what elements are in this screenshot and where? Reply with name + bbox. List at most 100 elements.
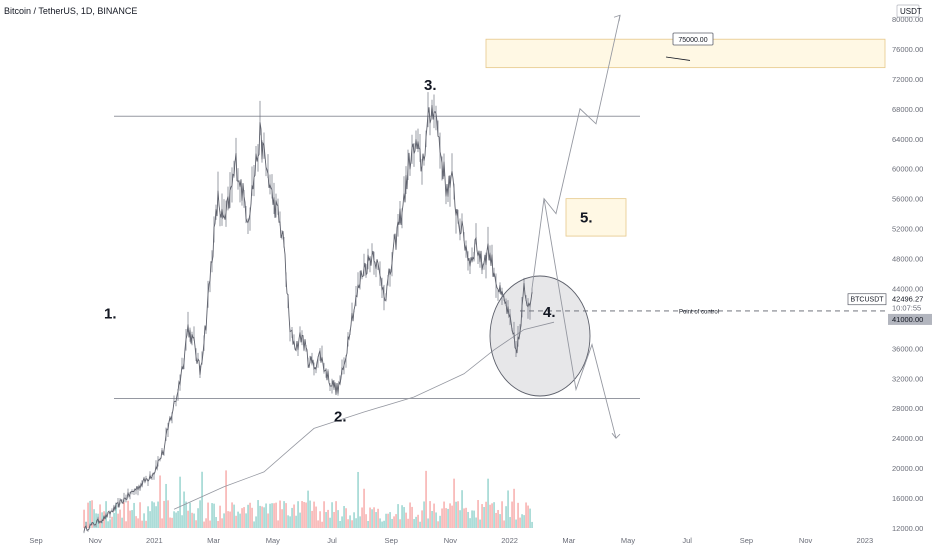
volume-bar — [333, 511, 335, 528]
volume-bar — [179, 476, 181, 528]
volume-bar — [207, 502, 209, 528]
x-tick-label: Nov — [89, 536, 103, 545]
y-tick-label: 76000.00 — [892, 45, 923, 54]
volume-bar — [289, 516, 291, 528]
volume-bar — [433, 503, 435, 528]
volume-bar — [495, 512, 497, 528]
volume-bar — [477, 500, 479, 528]
volume-bar — [87, 502, 89, 528]
volume-bar — [173, 511, 175, 528]
volume-bar — [341, 516, 343, 528]
volume-bar — [517, 502, 519, 528]
symbol-tag[interactable] — [847, 293, 887, 306]
volume-bar — [403, 507, 405, 528]
volume-bar — [379, 518, 381, 528]
projection-down — [543, 198, 617, 439]
arrow-down-head — [611, 432, 621, 439]
price-line — [83, 104, 533, 532]
volume-bar — [411, 506, 413, 528]
volume-bar — [443, 501, 445, 528]
price-axis[interactable]: 12000.00 16000.00 20000.00 24000.00 28000.00… — [847, 0, 932, 550]
volume-bar — [501, 501, 503, 528]
volume-bar — [357, 471, 359, 528]
x-tick-label: Jul — [682, 536, 692, 545]
volume-bar — [399, 519, 401, 528]
y-tick-label: 36000.00 — [892, 344, 923, 353]
volume-bar — [485, 501, 487, 528]
volume-bar — [513, 488, 515, 528]
volume-bar — [261, 506, 263, 528]
volume-bar — [489, 504, 491, 528]
y-tick-label: 20000.00 — [892, 464, 923, 473]
target-pointer — [665, 56, 691, 61]
volume-bar — [343, 506, 345, 528]
currency-label: USDT — [900, 7, 922, 16]
volume-bar — [131, 510, 133, 528]
volume-bar — [91, 500, 93, 528]
poc-price-tag[interactable] — [888, 313, 932, 325]
volume-bar — [373, 507, 375, 528]
y-tick-label: 28000.00 — [892, 404, 923, 413]
volume-bar — [167, 500, 169, 528]
volume-bar — [397, 504, 399, 528]
x-tick-label: Jul — [327, 536, 337, 545]
volume-bar — [265, 503, 267, 528]
last-price-tag[interactable] — [888, 293, 932, 314]
volume-bar — [267, 513, 269, 528]
countdown-text: 10:07:55 — [892, 304, 921, 313]
volume-bar — [371, 509, 373, 528]
volume-bar — [331, 502, 333, 528]
volume-bar — [119, 509, 121, 528]
volume-bar — [297, 501, 299, 528]
volume-bar — [515, 519, 517, 528]
volume-bar — [309, 500, 311, 528]
volume-bar — [347, 519, 349, 528]
volume-bar — [381, 521, 383, 528]
volume-bar — [511, 501, 513, 528]
x-tick-label: 2023 — [856, 536, 873, 545]
volume-bar — [483, 506, 485, 528]
volume-bar — [441, 508, 443, 528]
volume-bar — [349, 515, 351, 528]
volume-bar — [123, 502, 125, 528]
volume-bar — [493, 502, 495, 528]
volume-bar — [255, 516, 257, 528]
volume-bar — [479, 519, 481, 528]
volume-bar — [351, 520, 353, 528]
projection-up — [531, 15, 621, 289]
volume-bar — [163, 500, 165, 528]
volume-bar — [161, 518, 163, 528]
volume-bar — [307, 490, 309, 528]
time-axis[interactable]: Sep Nov 2021 Mar May Jul Sep Nov 2022 Mar May Jul Se… — [29, 536, 873, 545]
volume-bar — [155, 506, 157, 528]
y-tick-label: 64000.00 — [892, 135, 923, 144]
volume-bar — [285, 503, 287, 528]
x-tick-label: May — [266, 536, 280, 545]
y-tick-label: 60000.00 — [892, 165, 923, 174]
volume-bar — [151, 501, 153, 528]
volume-bar — [311, 510, 313, 528]
volume-bar — [499, 514, 501, 528]
volume-bar — [275, 502, 277, 528]
y-tick-label: 68000.00 — [892, 105, 923, 114]
volume-bar — [159, 475, 161, 528]
volume-bar — [153, 502, 155, 528]
volume-bar — [219, 505, 221, 528]
volume-bar — [339, 520, 341, 528]
volume-bar — [459, 510, 461, 528]
currency-box[interactable] — [896, 4, 920, 18]
volume-bar — [103, 511, 105, 528]
breakout-zone — [565, 198, 627, 237]
y-tick-label: 32000.00 — [892, 374, 923, 383]
volume-bar — [509, 517, 511, 528]
volume-bar — [277, 520, 279, 528]
volume-bar — [195, 520, 197, 528]
x-tick-label: Mar — [562, 536, 575, 545]
volume-bar — [377, 508, 379, 528]
volume-bar — [271, 503, 273, 528]
volume-bar — [145, 520, 147, 528]
symbol-tag-text: BTCUSDT — [850, 297, 884, 304]
volume-bar — [99, 504, 101, 528]
